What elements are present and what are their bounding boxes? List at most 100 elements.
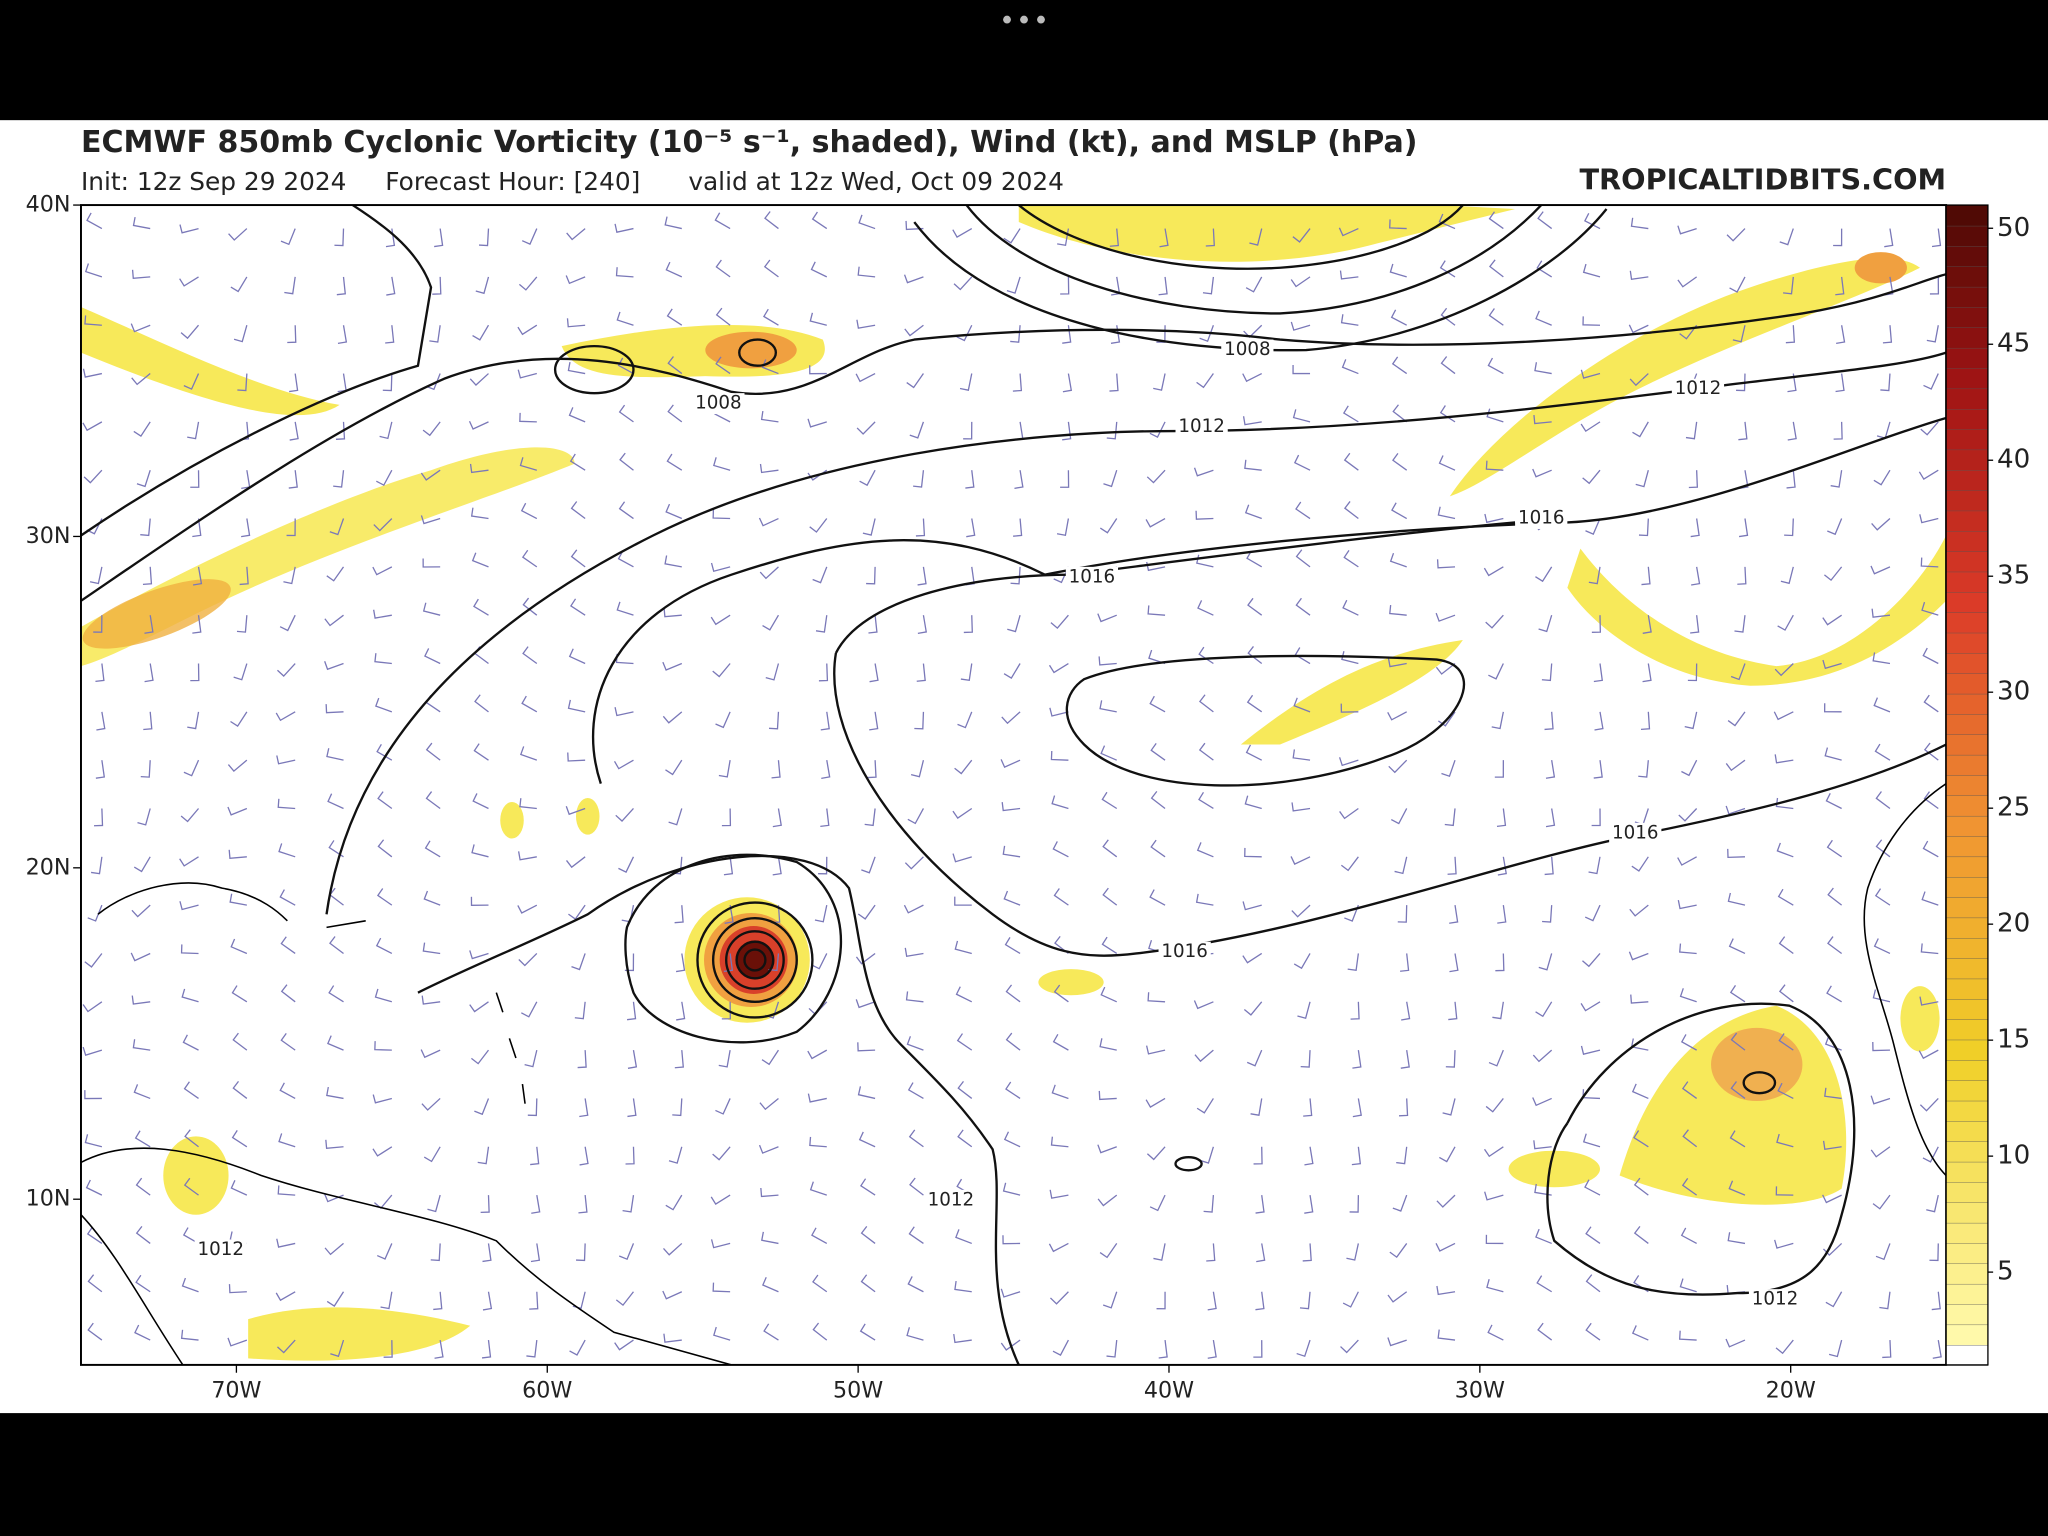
wind-barb <box>84 953 103 968</box>
wind-barb <box>868 615 878 634</box>
wind-barb <box>1145 517 1166 528</box>
valid-time: valid at 12z Wed, Oct 09 2024 <box>688 167 1064 196</box>
lat-label: 20N <box>26 854 71 880</box>
lat-label: 30N <box>26 523 71 549</box>
wind-barb <box>1158 276 1168 296</box>
wind-barb <box>230 938 248 955</box>
more-dots[interactable] <box>1003 15 1045 24</box>
wind-barb <box>1253 1340 1263 1358</box>
wind-barb <box>1580 369 1601 379</box>
wind-barb <box>1483 566 1504 577</box>
wind-barb <box>668 808 683 826</box>
wind-barb <box>1822 1194 1842 1204</box>
colorbar-band <box>1945 347 1989 369</box>
wind-barb <box>1594 711 1604 731</box>
wind-barb <box>1489 259 1504 278</box>
colorbar-band <box>1945 1201 1989 1224</box>
wind-barb <box>469 463 489 474</box>
wind-barb <box>1435 612 1456 622</box>
wind-barb <box>956 324 973 342</box>
wind-barb <box>566 228 586 241</box>
colorbar-band <box>1945 1283 1989 1305</box>
wind-barb <box>862 518 876 536</box>
wind-barb <box>907 1276 924 1293</box>
isobar-labels: 1008 1008 1012 1012 1016 1016 1016 1016 1012 1012… <box>194 339 1802 1311</box>
wind-barb <box>1677 900 1697 910</box>
isobar-label-bg <box>924 1189 977 1211</box>
wind-barb <box>433 1291 443 1311</box>
wind-barb <box>420 469 441 481</box>
wind-barb <box>1922 647 1939 665</box>
wind-barb <box>953 1333 972 1344</box>
lon-label: 60W <box>522 1378 572 1404</box>
wind-barb <box>1447 856 1457 875</box>
wind-barb <box>1537 1322 1553 1341</box>
wind-barb <box>90 856 103 875</box>
wind-barb <box>1007 615 1021 633</box>
wind-barb <box>1591 808 1601 827</box>
wind-barb <box>904 324 924 337</box>
wind-barb <box>180 324 200 340</box>
wind-barb <box>1048 1242 1069 1253</box>
wind-barb <box>917 615 928 634</box>
wind-barb <box>1875 1243 1891 1261</box>
wind-barb <box>1255 1195 1265 1214</box>
wind-barb <box>241 518 251 538</box>
wind-barb <box>131 904 151 918</box>
wind-barb <box>230 1180 248 1196</box>
wind-barb <box>1304 1195 1314 1214</box>
map: 1008 1008 1012 1012 1016 1016 1016 1016 1012 1012… <box>80 205 1947 1365</box>
wind-barb <box>482 1243 492 1263</box>
wind-barb <box>1538 953 1553 971</box>
isobar-label-bg <box>1175 416 1228 438</box>
wind-barb <box>520 502 538 520</box>
wind-barb <box>1730 1081 1746 1099</box>
wind-barb <box>904 856 924 870</box>
wind-barb <box>1401 1001 1411 1021</box>
wind-barb <box>1389 552 1407 568</box>
wind-barb <box>192 518 202 538</box>
wind-barb <box>568 407 586 423</box>
wind-barb <box>1584 1179 1601 1196</box>
wind-barb <box>565 275 586 285</box>
vorticity-shading <box>80 205 1947 1361</box>
wind-barb <box>1591 615 1602 633</box>
wind-barb <box>1244 847 1262 858</box>
wind-barb <box>239 566 249 586</box>
wind-barb <box>86 212 103 230</box>
wind-barb <box>377 791 393 810</box>
wind-barb <box>85 1179 103 1196</box>
wind-barb <box>1100 986 1118 1003</box>
wind-barb <box>422 421 441 437</box>
wind-barb <box>1440 307 1456 326</box>
wind-barb <box>1198 694 1214 713</box>
wind-barb <box>855 952 876 965</box>
wind-barb <box>667 356 683 375</box>
colorbar-band <box>1945 1181 1989 1203</box>
wind-barb <box>180 1329 199 1341</box>
wind-barb <box>1052 1339 1069 1356</box>
wind-barb <box>1397 905 1408 923</box>
wind-barb <box>136 470 151 488</box>
wind-barb <box>1010 566 1021 585</box>
wind-barb <box>1535 1001 1553 1018</box>
wind-barb <box>183 373 200 390</box>
wind-barb <box>578 1195 588 1214</box>
wind-barb <box>1874 888 1891 906</box>
isobar-label-bg <box>1515 508 1568 529</box>
isobar-label: 1016 <box>1518 508 1565 529</box>
wind-barb <box>1106 421 1118 440</box>
wind-barb <box>1053 888 1069 906</box>
lon-label: 50W <box>833 1378 883 1404</box>
wind-barb <box>771 760 781 779</box>
wind-barb <box>908 1129 924 1148</box>
wind-barb <box>674 1050 684 1069</box>
wind-barb <box>1679 324 1698 340</box>
wind-barb <box>568 648 586 665</box>
wind-barb <box>1774 754 1794 764</box>
wind-barb <box>1100 745 1117 761</box>
wind-barb <box>275 711 296 722</box>
axes: 40N 30N 20N 10N 70W 60W 50W 40W 30W 20W <box>26 192 1816 1404</box>
colorbar-band <box>1945 611 1989 634</box>
wind-barb <box>1536 260 1553 278</box>
